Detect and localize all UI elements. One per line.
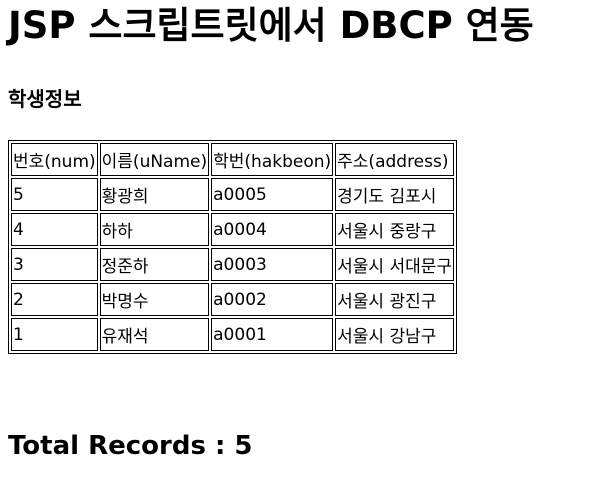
table-row: 2 박명수 a0002 서울시 광진구 <box>11 283 455 316</box>
cell-num: 1 <box>11 318 98 351</box>
table-header-row: 번호(num) 이름(uName) 학번(hakbeon) 주소(address… <box>11 143 455 176</box>
student-table: 번호(num) 이름(uName) 학번(hakbeon) 주소(address… <box>8 140 458 354</box>
cell-address: 서울시 강남구 <box>335 318 455 351</box>
cell-address: 서울시 서대문구 <box>335 248 455 281</box>
cell-uname: 유재석 <box>99 318 210 351</box>
page-body: JSP 스크립트릿에서 DBCP 연동 학생정보 번호(num) 이름(uNam… <box>8 4 534 354</box>
total-records: Total Records : 5 <box>8 431 253 461</box>
cell-hakbeon: a0004 <box>211 213 334 246</box>
table-row: 4 하하 a0004 서울시 중랑구 <box>11 213 455 246</box>
cell-hakbeon: a0003 <box>211 248 334 281</box>
cell-hakbeon: a0001 <box>211 318 334 351</box>
table-row: 1 유재석 a0001 서울시 강남구 <box>11 318 455 351</box>
cell-uname: 정준하 <box>99 248 210 281</box>
cell-hakbeon: a0002 <box>211 283 334 316</box>
cell-address: 서울시 광진구 <box>335 283 455 316</box>
cell-address: 서울시 중랑구 <box>335 213 455 246</box>
cell-uname: 박명수 <box>99 283 210 316</box>
cell-num: 2 <box>11 283 98 316</box>
cell-address: 경기도 김포시 <box>335 178 455 211</box>
cell-hakbeon: a0005 <box>211 178 334 211</box>
table-row: 5 황광희 a0005 경기도 김포시 <box>11 178 455 211</box>
header-num: 번호(num) <box>11 143 98 176</box>
cell-num: 5 <box>11 178 98 211</box>
cell-num: 3 <box>11 248 98 281</box>
header-hakbeon: 학번(hakbeon) <box>211 143 334 176</box>
table-row: 3 정준하 a0003 서울시 서대문구 <box>11 248 455 281</box>
cell-num: 4 <box>11 213 98 246</box>
cell-uname: 황광희 <box>99 178 210 211</box>
cell-uname: 하하 <box>99 213 210 246</box>
page-title: JSP 스크립트릿에서 DBCP 연동 <box>8 4 534 47</box>
header-address: 주소(address) <box>335 143 455 176</box>
header-uname: 이름(uName) <box>99 143 210 176</box>
section-title: 학생정보 <box>8 87 82 111</box>
